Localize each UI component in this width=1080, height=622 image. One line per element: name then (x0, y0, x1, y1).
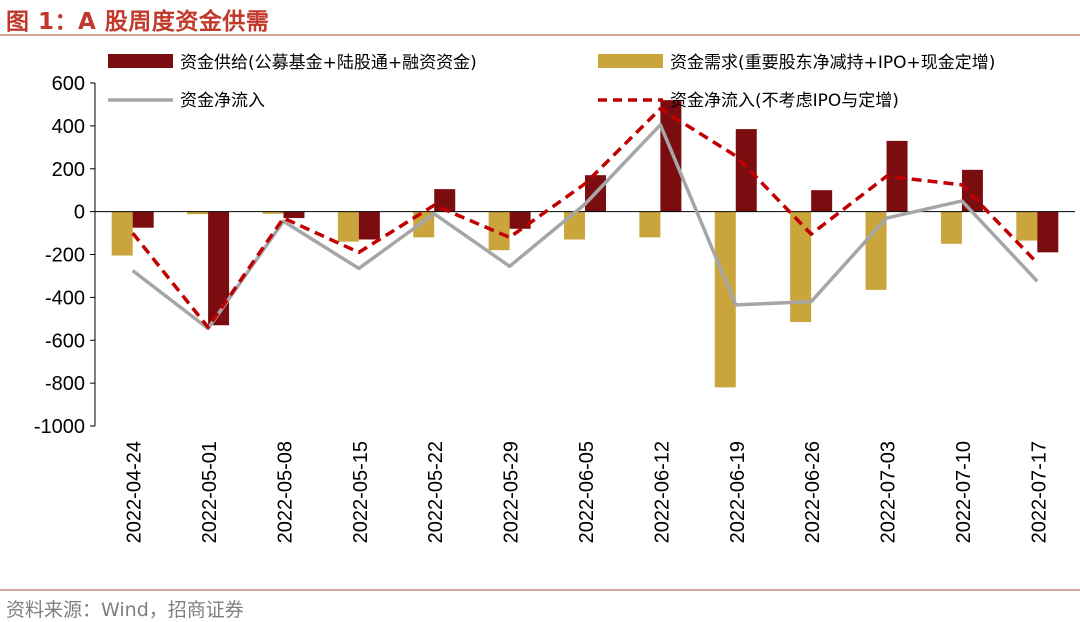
x-tick-label: 2022-06-26 (802, 441, 824, 543)
title-divider (0, 34, 1080, 36)
bar-demand (488, 211, 510, 251)
bar-demand (262, 211, 284, 214)
legend-swatch-demand (598, 54, 663, 68)
bar-demand (865, 211, 887, 290)
bar-demand (564, 211, 585, 240)
x-tick-label: 2022-05-01 (199, 441, 221, 543)
x-tick-label: 2022-07-03 (878, 441, 900, 543)
bar-demand (1016, 211, 1038, 241)
legend-label-demand: 资金需求(重要股东净减持+IPO+现金定增) (670, 53, 995, 73)
y-tick-label: 600 (52, 73, 85, 95)
bar-demand (187, 211, 209, 215)
legend: 资金供给(公募基金+陆股通+融资资金) 资金需求(重要股东净减持+IPO+现金定… (108, 53, 995, 111)
x-tick-label: 2022-05-08 (274, 441, 296, 543)
y-tick-label: 400 (52, 116, 85, 138)
x-tick-label: 2022-05-15 (350, 441, 372, 543)
x-tick-label: 2022-06-05 (576, 441, 598, 543)
x-tick-label: 2022-05-22 (425, 441, 447, 543)
legend-swatch-supply (108, 54, 173, 68)
legend-label-net-adj: 资金净流入(不考虑IPO与定增) (670, 91, 899, 111)
y-tick-label: -800 (45, 373, 85, 395)
y-tick-label: -400 (45, 287, 85, 309)
y-axis: 600 400 200 0 -200 -400 -600 -800 -1000 (34, 73, 96, 438)
x-tick-label: 2022-05-29 (501, 441, 523, 543)
bar-supply (735, 129, 757, 212)
bar-supply (208, 211, 230, 326)
source-note: 资料来源：Wind，招商证券 (6, 599, 244, 621)
x-tick-label: 2022-06-19 (727, 441, 749, 543)
bar-demand (337, 211, 359, 242)
bar-demand (639, 211, 661, 238)
bar-supply (283, 211, 305, 219)
figure-title: 图 1：A 股周度资金供需 (6, 9, 270, 35)
y-tick-label: -1000 (34, 416, 85, 438)
footer-divider (0, 589, 1080, 591)
x-tick-label: 2022-06-12 (651, 441, 673, 543)
y-tick-label: -600 (45, 330, 85, 352)
bar-supply (811, 190, 833, 212)
bar-supply (509, 211, 531, 229)
bar-demand (714, 211, 736, 388)
bar-demand (940, 211, 962, 244)
x-tick-label: 2022-07-17 (1028, 441, 1050, 543)
y-tick-label: -200 (45, 245, 85, 267)
y-tick-label: 200 (52, 159, 85, 181)
legend-label-supply: 资金供给(公募基金+陆股通+融资资金) (180, 53, 477, 73)
bar-supply (434, 189, 456, 212)
chart-svg: 600 400 200 0 -200 -400 -600 -800 -1000 2022-04-… (34, 53, 1075, 543)
x-axis: 2022-04-24 2022-05-01 2022-05-08 2022-05-15… (124, 441, 1051, 543)
bar-supply (132, 211, 154, 228)
lines-layer (131, 106, 1039, 331)
bar-supply (1037, 211, 1059, 253)
bars-layer (95, 100, 1075, 388)
bar-supply (660, 100, 682, 212)
bar-demand (790, 211, 812, 323)
x-tick-label: 2022-04-24 (124, 441, 146, 543)
bar-demand (111, 211, 133, 256)
x-tick-label: 2022-07-10 (953, 441, 975, 543)
y-tick-label: 0 (74, 202, 85, 224)
bar-supply (358, 211, 380, 240)
legend-label-net: 资金净流入 (180, 91, 265, 111)
